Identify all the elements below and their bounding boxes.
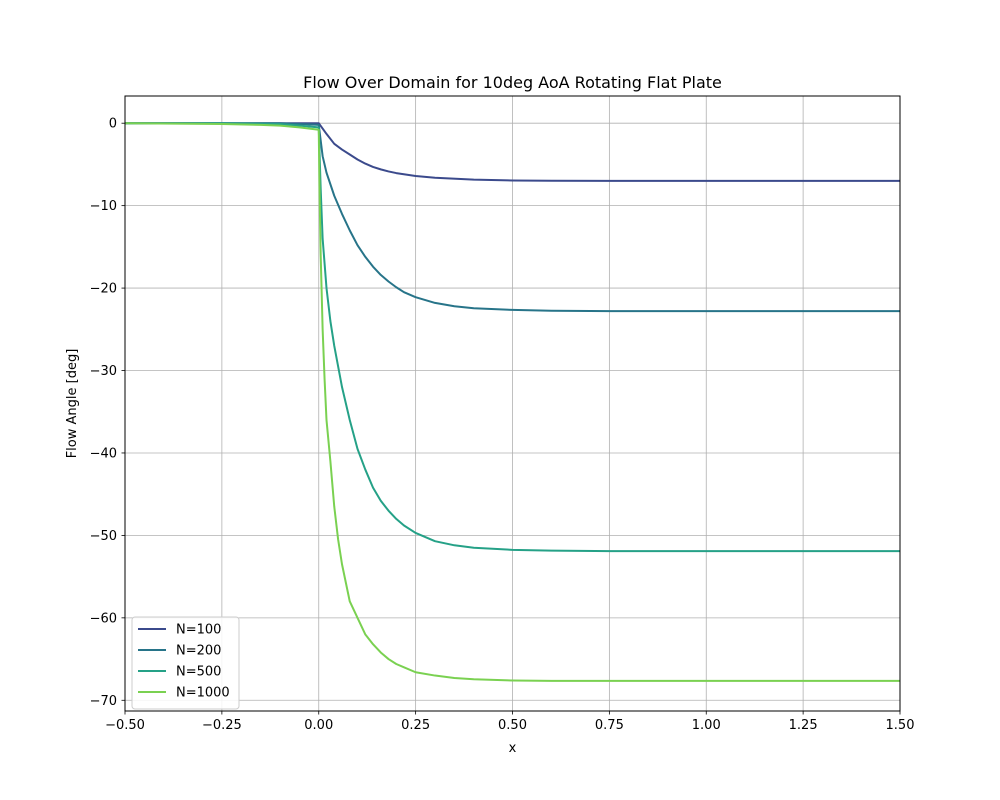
y-tick-label: −30: [90, 364, 117, 379]
y-axis-label: Flow Angle [deg]: [65, 349, 80, 459]
x-tick-label: 1.00: [692, 718, 721, 733]
x-tick-label: −0.25: [202, 718, 242, 733]
x-tick-label: 1.25: [789, 718, 818, 733]
x-tick-label: 1.50: [886, 718, 915, 733]
x-tick-label: 0.25: [401, 718, 430, 733]
legend-label: N=1000: [176, 686, 230, 701]
legend-label: N=100: [176, 623, 221, 638]
x-axis-ticks: −0.50 −0.25 0.00 0.25 0.50 0.75 1.00 1.25 1.50: [105, 711, 914, 733]
x-tick-label: 0.50: [498, 718, 527, 733]
x-tick-label: 0.75: [595, 718, 624, 733]
x-tick-label: −0.50: [105, 718, 145, 733]
legend-label: N=500: [176, 665, 221, 680]
x-tick-label: 0.00: [304, 718, 333, 733]
y-tick-label: 0: [109, 117, 117, 132]
series-line-n-1000: [124, 122, 900, 682]
legend: N=100 N=200 N=500 N=1000: [131, 616, 240, 710]
legend-label: N=200: [176, 644, 221, 659]
legend-box: [131, 616, 240, 710]
series-line-n-200: [125, 122, 900, 313]
y-tick-label: −60: [90, 611, 117, 626]
chart-title: Flow Over Domain for 10deg AoA Rotating …: [303, 73, 722, 92]
series-line-n-100: [125, 122, 900, 182]
y-tick-label: −50: [90, 529, 117, 544]
y-axis-ticks: 0 −10 −20 −30 −40 −50 −60 −70: [90, 117, 125, 709]
y-tick-label: −20: [90, 282, 117, 297]
series-lines: [124, 122, 900, 682]
x-axis-label: x: [509, 741, 517, 756]
y-tick-label: −70: [90, 694, 117, 709]
y-tick-label: −40: [90, 446, 117, 461]
y-tick-label: −10: [90, 199, 117, 214]
